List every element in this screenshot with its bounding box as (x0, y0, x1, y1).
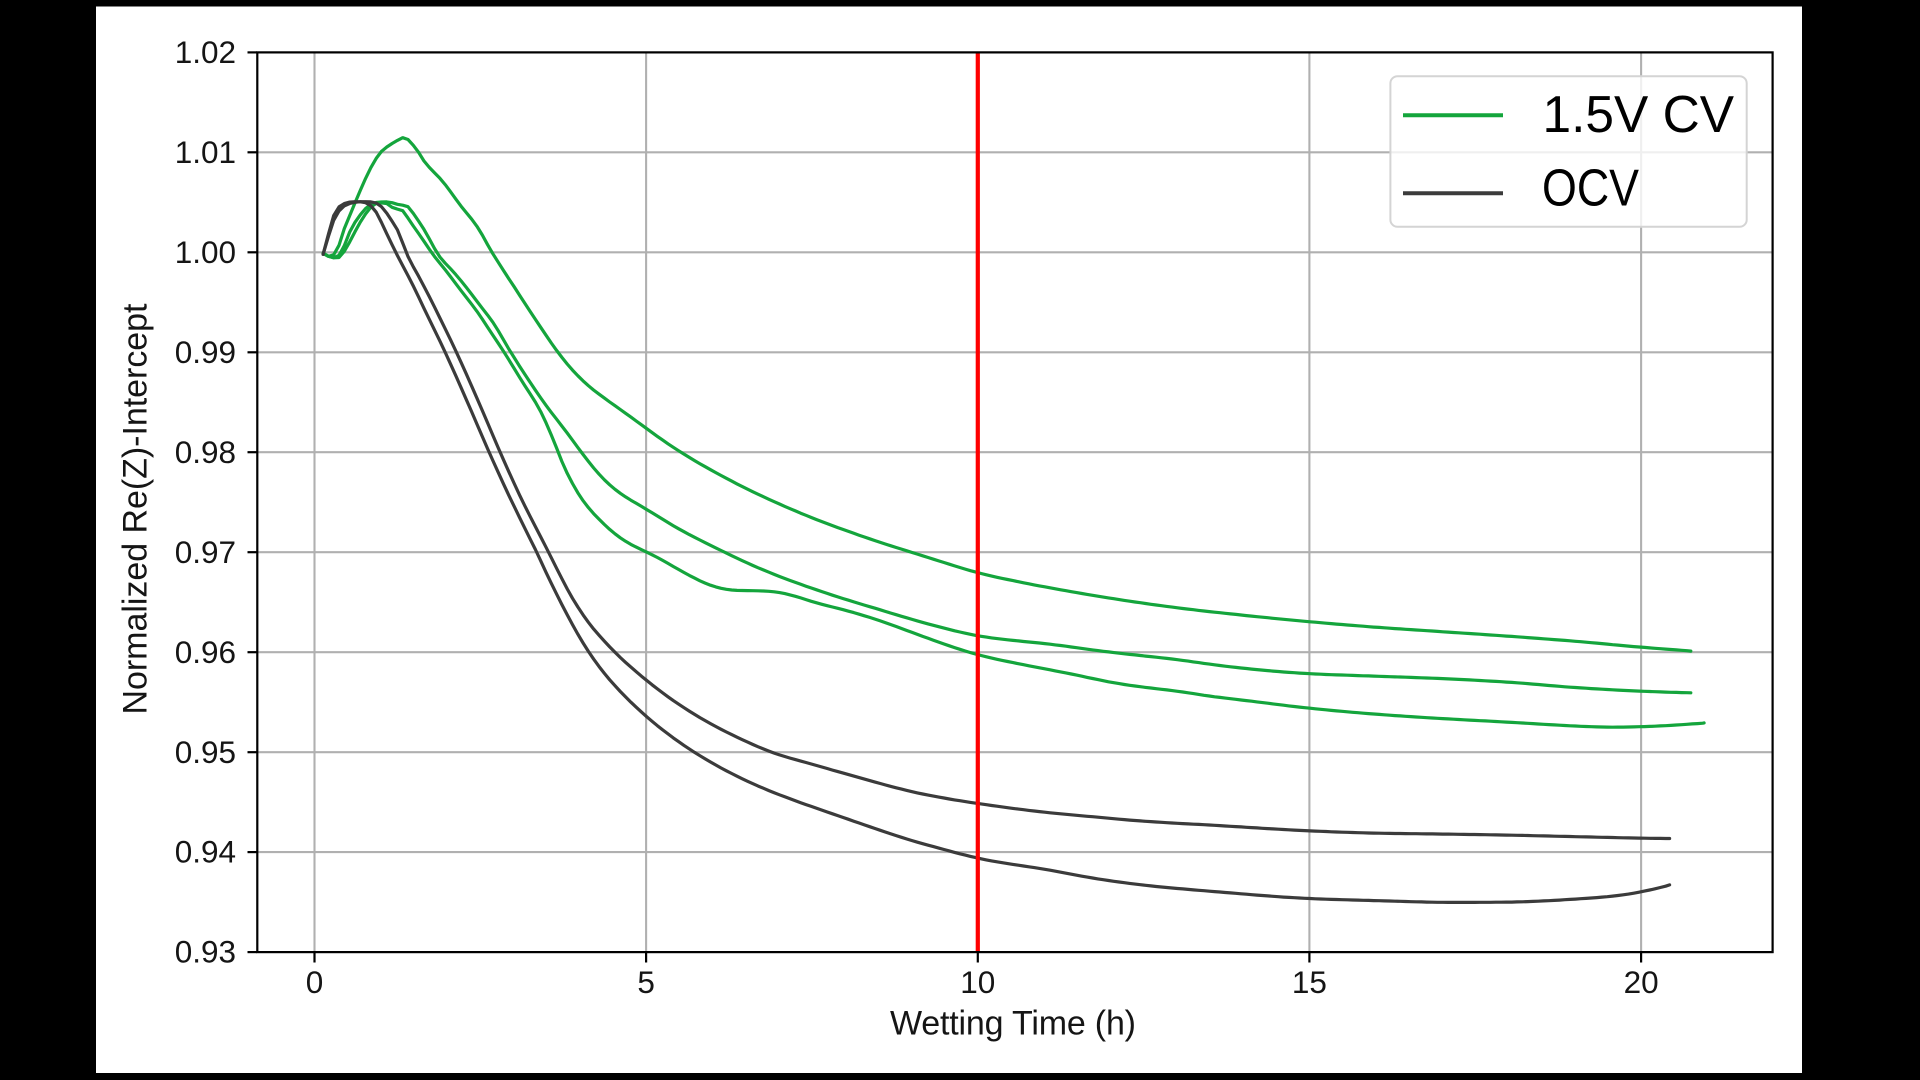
svg-text:0.93: 0.93 (175, 934, 236, 970)
svg-text:1.00: 1.00 (175, 234, 236, 270)
svg-text:0.95: 0.95 (175, 734, 236, 770)
svg-text:0.97: 0.97 (175, 534, 236, 570)
svg-text:0: 0 (306, 964, 324, 1000)
svg-text:5: 5 (637, 964, 655, 1000)
svg-text:0.96: 0.96 (175, 634, 236, 670)
svg-text:20: 20 (1624, 964, 1659, 1000)
svg-text:1.5V CV: 1.5V CV (1543, 86, 1735, 144)
svg-text:0.98: 0.98 (175, 434, 236, 470)
svg-text:1.02: 1.02 (175, 34, 236, 70)
svg-text:Wetting Time (h): Wetting Time (h) (890, 1005, 1136, 1043)
svg-text:10: 10 (960, 964, 995, 1000)
svg-text:0.94: 0.94 (175, 834, 236, 870)
svg-text:0.99: 0.99 (175, 334, 236, 370)
svg-text:OCV: OCV (1542, 160, 1639, 218)
svg-text:1.01: 1.01 (175, 134, 236, 170)
svg-text:Normalized Re(Z)-Intercept: Normalized Re(Z)-Intercept (117, 303, 155, 715)
svg-text:15: 15 (1292, 964, 1327, 1000)
